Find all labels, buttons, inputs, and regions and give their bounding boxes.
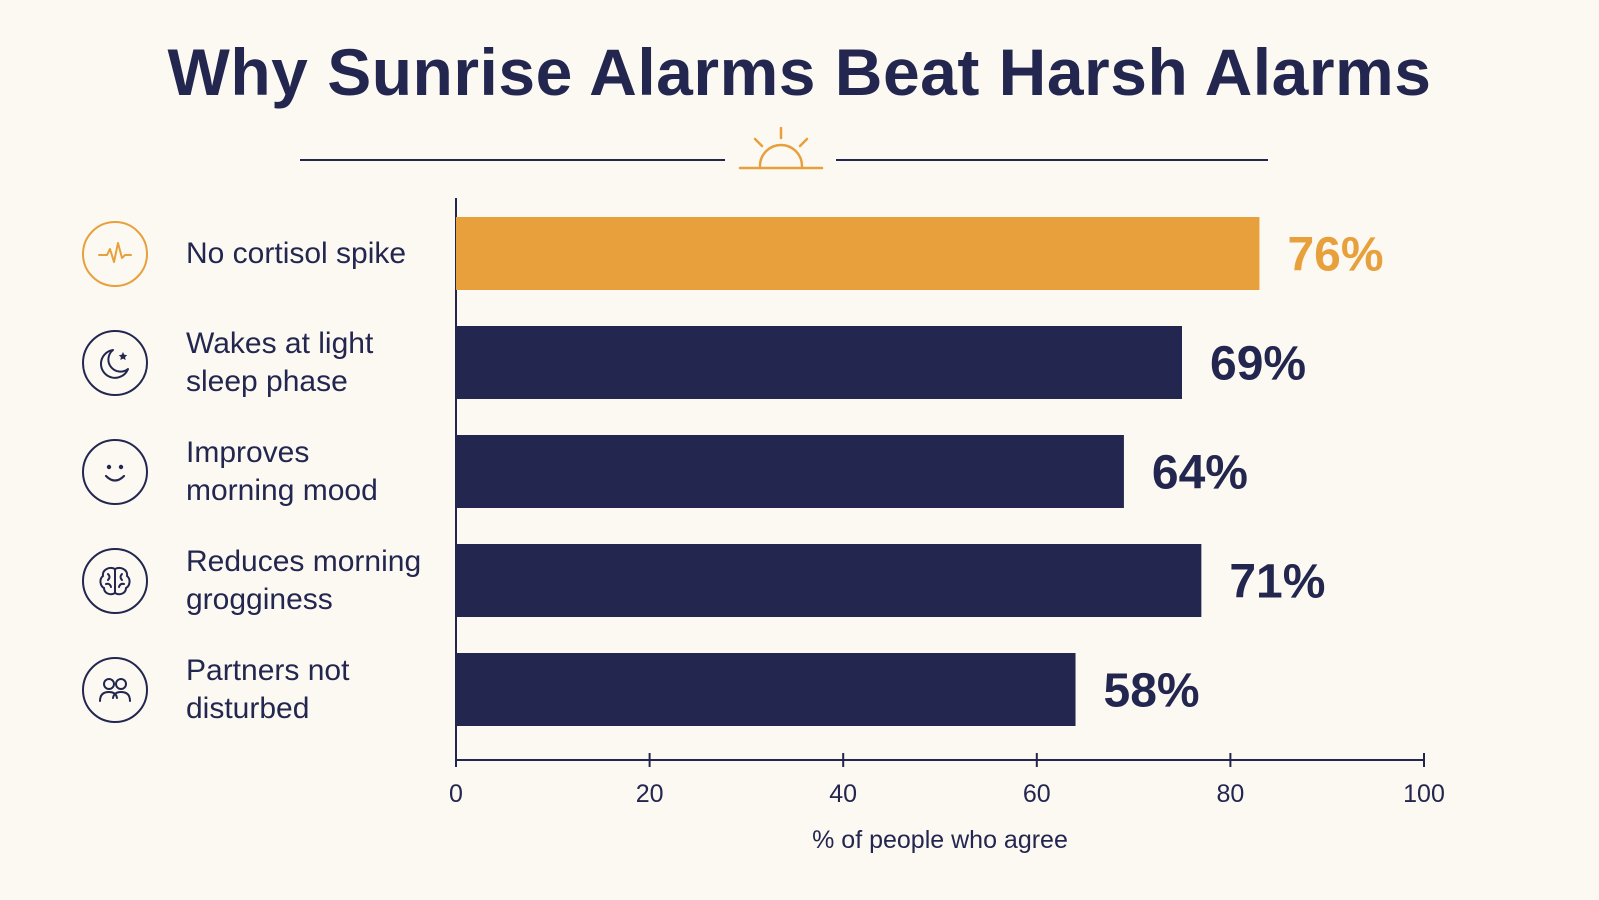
bar-value-label: 69% [1210, 338, 1306, 391]
category-label: Wakes at light sleep phase [186, 326, 374, 398]
category-label: No cortisol spike [186, 236, 407, 270]
bar [456, 653, 1076, 726]
x-tick-label: 100 [1403, 780, 1445, 808]
x-tick-label: 20 [636, 780, 664, 808]
category-label: Improves morning mood [186, 435, 378, 507]
category-label: Reduces morning grogginess [186, 544, 422, 616]
bar-value-label: 71% [1229, 556, 1325, 609]
bar [456, 435, 1124, 508]
x-tick-label: 80 [1216, 780, 1244, 808]
sunrise-icon [738, 126, 824, 170]
bar [456, 326, 1182, 399]
category-row: Wakes at light sleep phase [82, 323, 452, 403]
bar [456, 217, 1260, 290]
chart-title: Why Sunrise Alarms Beat Harsh Alarms [167, 35, 1432, 109]
people-icon [82, 656, 148, 723]
bar-value-label: 64% [1152, 447, 1248, 500]
category-row: Improves morning mood [82, 432, 452, 512]
bar-value-label: 76% [1287, 229, 1383, 282]
x-axis-label: % of people who agree [812, 826, 1068, 854]
bar-value-label: 58% [1104, 665, 1200, 718]
category-row: Reduces morning grogginess [82, 541, 452, 621]
x-tick-label: 40 [829, 780, 857, 808]
category-label: Partners not disturbed [186, 653, 350, 725]
moon-star-icon [82, 329, 148, 396]
title-divider [300, 126, 1268, 170]
bar [456, 544, 1202, 617]
heartbeat-icon [82, 220, 148, 287]
category-row: No cortisol spike [82, 214, 452, 294]
brain-icon [82, 547, 148, 614]
category-row: Partners not disturbed [82, 650, 452, 730]
x-tick-label: 60 [1023, 780, 1051, 808]
smiley-icon [82, 438, 148, 505]
x-tick-label: 0 [449, 780, 463, 808]
